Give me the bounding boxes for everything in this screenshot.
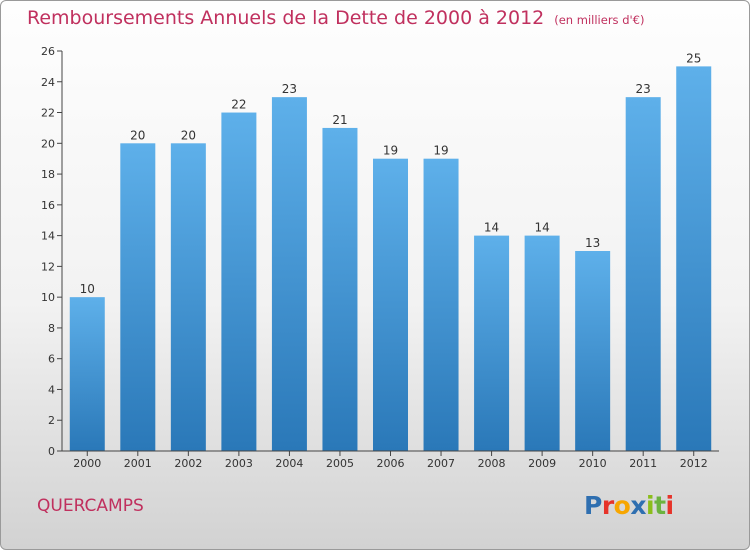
y-tick-label: 22	[41, 107, 55, 120]
x-tick-label: 2007	[427, 457, 455, 470]
bar-2001	[120, 143, 156, 452]
x-tick-label: 2012	[680, 457, 708, 470]
x-tick-label: 2003	[225, 457, 253, 470]
logo-letter: r	[601, 491, 614, 520]
y-tick-label: 14	[41, 230, 55, 243]
x-tick-label: 2002	[174, 457, 202, 470]
data-label: 10	[80, 282, 95, 296]
y-tick-label: 26	[41, 45, 55, 58]
x-tick-label: 2005	[326, 457, 354, 470]
data-label: 23	[636, 82, 651, 96]
bar-layer	[69, 66, 712, 452]
label-layer: 10 20 20 22 23 21 19 19 14 14 13 23 25	[80, 51, 702, 296]
x-tick-label: 2006	[377, 457, 405, 470]
x-tick-label: 2010	[579, 457, 607, 470]
data-label: 19	[383, 144, 398, 158]
bar-2003	[221, 112, 257, 452]
data-label: 21	[332, 113, 347, 127]
chart-title: Remboursements Annuels de la Dette de 20…	[27, 7, 545, 29]
y-tick-label: 12	[41, 260, 55, 273]
commune-name: QUERCAMPS	[37, 496, 144, 516]
data-label: 20	[130, 128, 145, 142]
bar-2011	[625, 97, 661, 452]
bar-2010	[575, 251, 611, 451]
logo-letter: P	[584, 491, 602, 520]
data-label: 13	[585, 236, 600, 250]
logo-letter: t	[654, 491, 666, 520]
y-tick-label: 10	[41, 291, 55, 304]
x-tick-label: 2011	[629, 457, 657, 470]
logo-letter: i	[646, 491, 655, 520]
bar-2005	[322, 127, 358, 451]
data-label: 20	[181, 128, 196, 142]
bar-2008	[474, 235, 510, 451]
bar-2004	[271, 97, 307, 452]
y-tick-label: 18	[41, 168, 55, 181]
title-row: Remboursements Annuels de la Dette de 20…	[27, 7, 644, 29]
x-tick-label: 2008	[478, 457, 506, 470]
bar-2000	[69, 297, 105, 451]
data-label: 22	[231, 98, 246, 112]
y-tick-label: 20	[41, 137, 55, 150]
y-tick-label: 6	[48, 353, 55, 366]
y-tick-label: 16	[41, 199, 55, 212]
y-tick-label: 2	[48, 414, 55, 427]
data-label: 14	[484, 221, 499, 235]
bar-2002	[170, 143, 206, 452]
bar-2007	[423, 158, 459, 451]
data-label: 14	[534, 221, 549, 235]
proxiti-logo: Proxiti	[584, 491, 674, 520]
data-label: 19	[433, 144, 448, 158]
data-label: 23	[282, 82, 297, 96]
y-tick-label: 8	[48, 322, 55, 335]
x-tick-label: 2001	[124, 457, 152, 470]
y-tick-label: 24	[41, 76, 55, 89]
logo-letter: o	[613, 491, 631, 520]
y-tick-label: 0	[48, 445, 55, 458]
x-tick-label: 2004	[275, 457, 303, 470]
logo-letter: x	[630, 491, 646, 520]
data-label: 25	[686, 51, 701, 65]
bar-2012	[676, 66, 712, 451]
chart-subtitle: (en milliers d'€)	[554, 13, 645, 27]
x-tick-label: 2000	[73, 457, 101, 470]
bar-2009	[524, 235, 560, 451]
logo-letter: i	[665, 491, 675, 520]
x-tick-label: 2009	[528, 457, 556, 470]
y-tick-label: 4	[48, 383, 55, 396]
bar-2006	[373, 158, 408, 451]
